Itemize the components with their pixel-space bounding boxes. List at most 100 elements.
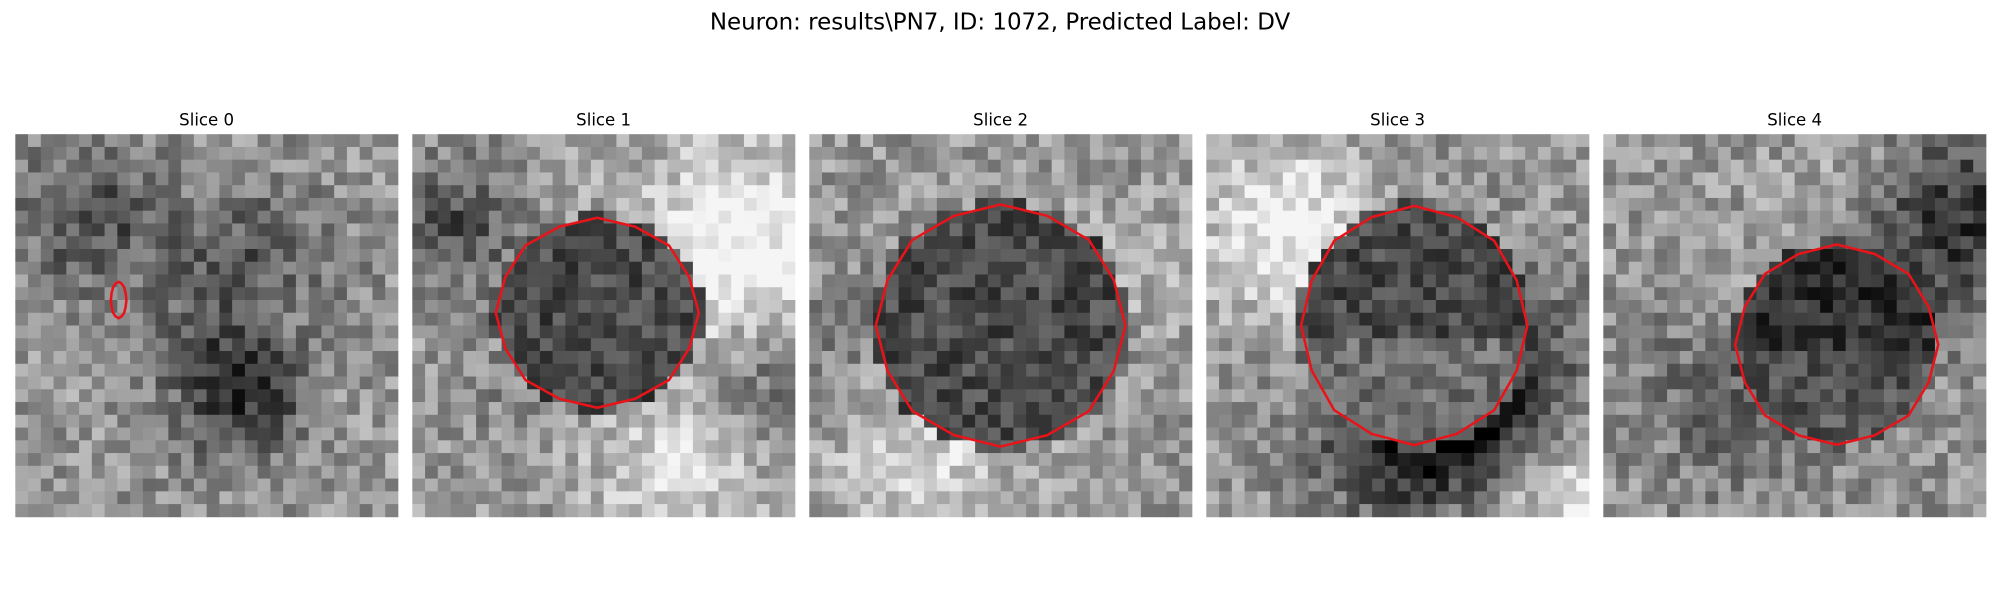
pixel	[911, 172, 925, 186]
pixel	[718, 402, 732, 416]
pixel	[527, 287, 541, 301]
pixel	[603, 465, 617, 479]
pixel	[1858, 274, 1872, 288]
pixel	[1140, 312, 1155, 326]
pixel	[321, 134, 335, 148]
pixel	[565, 440, 579, 454]
pixel	[463, 325, 477, 339]
pixel	[1166, 465, 1180, 479]
pixel	[1384, 402, 1399, 416]
pixel	[705, 274, 719, 288]
pixel	[1832, 402, 1847, 416]
pixel	[1781, 312, 1796, 326]
pixel	[1346, 363, 1360, 377]
pixel	[1115, 465, 1129, 479]
pixel	[1474, 185, 1488, 199]
pixel	[53, 300, 67, 314]
pixel	[1499, 274, 1513, 288]
pixel	[1718, 223, 1732, 237]
pixel	[1166, 261, 1180, 275]
pixel	[1603, 248, 1617, 263]
pixel	[1295, 491, 1309, 505]
pixel	[1308, 287, 1322, 301]
pixel	[1270, 134, 1284, 148]
pixel	[1756, 453, 1770, 467]
pixel	[1270, 389, 1284, 403]
pixel	[1537, 338, 1552, 352]
pixel	[257, 134, 271, 148]
pixel	[295, 210, 310, 224]
pixel	[1257, 325, 1271, 339]
pixel	[1435, 185, 1450, 199]
pixel	[667, 389, 681, 403]
pixel	[359, 325, 373, 339]
pixel	[1973, 261, 1987, 275]
pixel	[1667, 504, 1681, 518]
pixel	[936, 300, 950, 314]
pixel	[1896, 402, 1910, 416]
pixel	[782, 146, 796, 161]
pixel	[1308, 172, 1322, 186]
pixel	[1244, 325, 1258, 339]
pixel	[1128, 185, 1142, 199]
pixel	[412, 210, 426, 224]
pixel	[501, 491, 515, 505]
pixel	[847, 453, 861, 467]
pixel	[372, 504, 386, 518]
pixel	[539, 287, 553, 301]
pixel	[1013, 134, 1027, 148]
pixel	[1807, 197, 1821, 212]
pixel	[232, 159, 246, 173]
pixel	[885, 223, 899, 237]
pixel	[692, 261, 707, 275]
pixel	[1179, 363, 1193, 377]
pixel	[1525, 146, 1539, 161]
pixel	[334, 389, 348, 403]
pixel	[1308, 210, 1322, 224]
pixel	[1896, 440, 1910, 454]
pixel	[1934, 504, 1949, 518]
pixel	[359, 210, 373, 224]
pixel	[1308, 300, 1322, 314]
pixel	[117, 159, 131, 173]
pixel	[590, 300, 605, 314]
pixel	[1909, 146, 1923, 161]
pixel	[15, 300, 29, 314]
pixel	[578, 427, 592, 441]
pixel	[346, 236, 361, 250]
pixel	[514, 389, 528, 403]
pixel	[962, 159, 976, 173]
pixel	[924, 453, 938, 467]
pixel	[1550, 427, 1564, 441]
pixel	[412, 504, 426, 518]
pixel	[15, 440, 29, 454]
pixel	[385, 134, 399, 148]
pixel	[91, 274, 105, 288]
pixel	[1960, 478, 1974, 492]
pixel	[1603, 453, 1617, 467]
pixel	[782, 389, 796, 403]
pixel	[641, 363, 656, 377]
pixel	[1435, 261, 1450, 275]
pixel	[1038, 478, 1053, 492]
pixel	[1270, 236, 1284, 250]
pixel	[117, 338, 131, 352]
pixel	[514, 427, 528, 441]
pixel	[1257, 236, 1271, 250]
pixel	[1153, 427, 1167, 441]
pixel	[425, 465, 439, 479]
pixel	[28, 453, 42, 467]
pixel	[514, 504, 528, 518]
pixel	[1845, 172, 1859, 186]
pixel	[1219, 248, 1233, 263]
pixel	[654, 504, 668, 518]
pixel	[1781, 338, 1796, 352]
pixel	[718, 210, 732, 224]
pixel	[104, 185, 118, 199]
pixel	[1384, 300, 1399, 314]
pixel	[53, 312, 67, 326]
pixel	[731, 300, 745, 314]
pixel	[1934, 197, 1949, 212]
pixel	[1718, 351, 1732, 365]
pixel	[1295, 427, 1309, 441]
